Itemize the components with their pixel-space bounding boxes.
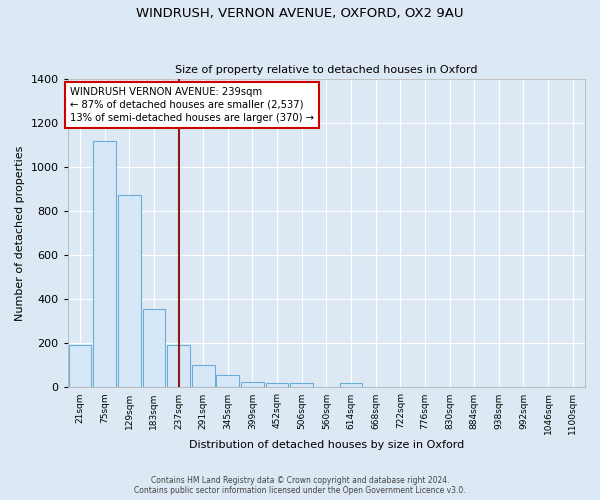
Bar xyxy=(167,344,190,388)
Bar xyxy=(94,140,116,388)
Y-axis label: Number of detached properties: Number of detached properties xyxy=(15,146,25,321)
Bar xyxy=(118,194,140,388)
Bar xyxy=(241,382,264,388)
Bar xyxy=(290,384,313,388)
X-axis label: Distribution of detached houses by size in Oxford: Distribution of detached houses by size … xyxy=(189,440,464,450)
Bar xyxy=(340,384,362,388)
Bar xyxy=(266,382,289,388)
Bar xyxy=(217,376,239,388)
Title: Size of property relative to detached houses in Oxford: Size of property relative to detached ho… xyxy=(175,66,478,76)
Bar xyxy=(68,344,91,388)
Bar xyxy=(192,366,215,388)
Bar xyxy=(143,310,165,388)
Text: Contains HM Land Registry data © Crown copyright and database right 2024.
Contai: Contains HM Land Registry data © Crown c… xyxy=(134,476,466,495)
Text: WINDRUSH, VERNON AVENUE, OXFORD, OX2 9AU: WINDRUSH, VERNON AVENUE, OXFORD, OX2 9AU xyxy=(136,8,464,20)
Text: WINDRUSH VERNON AVENUE: 239sqm
← 87% of detached houses are smaller (2,537)
13% : WINDRUSH VERNON AVENUE: 239sqm ← 87% of … xyxy=(70,87,314,123)
